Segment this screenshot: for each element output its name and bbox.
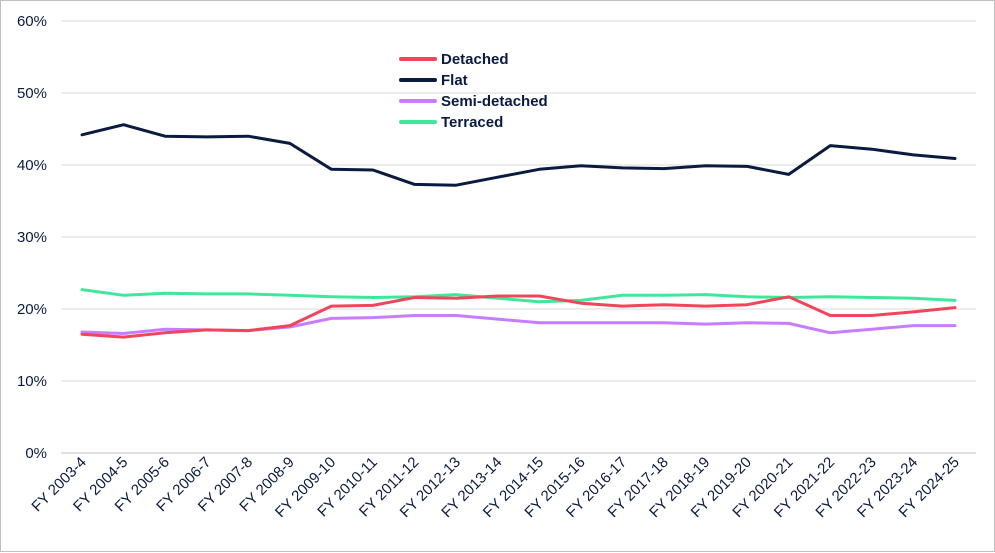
y-tick-label: 10% (17, 373, 47, 390)
series-line-flat (80, 123, 957, 187)
y-tick-label: 0% (25, 445, 47, 462)
x-axis-ticks: FY 2003-4FY 2004-5FY 2005-6FY 2006-7FY 2… (28, 454, 962, 521)
legend-label: Semi-detached (441, 93, 548, 110)
y-tick-label: 50% (17, 85, 47, 102)
gridlines (61, 20, 976, 454)
y-tick-label: 40% (17, 157, 47, 174)
y-tick-label: 30% (17, 229, 47, 246)
legend-label: Flat (441, 72, 468, 89)
y-tick-label: 20% (17, 301, 47, 318)
y-axis-ticks: 0% 10% 20% 30% 40% 50% 60% (17, 13, 47, 462)
legend: Detached Flat Semi-detached Terraced (399, 51, 548, 131)
legend-label: Detached (441, 51, 509, 68)
legend-label: Terraced (441, 114, 503, 131)
series-line-detached (80, 294, 957, 339)
series-line-terraced (80, 288, 957, 304)
series-lines (80, 123, 957, 339)
y-tick-label: 60% (17, 13, 47, 30)
